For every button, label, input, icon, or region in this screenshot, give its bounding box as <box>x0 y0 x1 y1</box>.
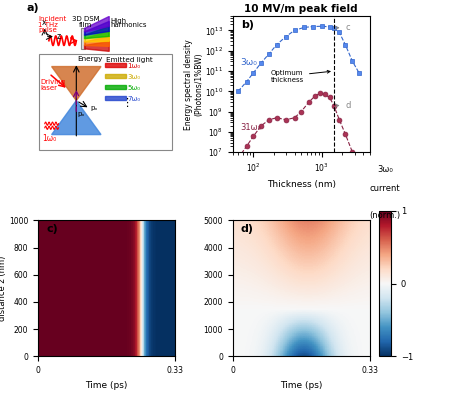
Title: 10 MV/m peak field: 10 MV/m peak field <box>245 4 358 14</box>
Bar <box>105 64 126 67</box>
Text: harmonics: harmonics <box>110 22 147 28</box>
Polygon shape <box>52 100 101 134</box>
Text: 3D DSM: 3D DSM <box>72 16 100 22</box>
Polygon shape <box>84 26 109 38</box>
Text: pₓ: pₓ <box>78 111 85 117</box>
Text: 3ω₀: 3ω₀ <box>240 58 257 67</box>
Text: ⋮: ⋮ <box>121 98 133 108</box>
Bar <box>81 28 84 49</box>
Bar <box>39 54 172 149</box>
Bar <box>105 96 126 100</box>
Text: c: c <box>335 23 350 32</box>
Text: 7ω₀: 7ω₀ <box>127 96 140 102</box>
Polygon shape <box>52 66 101 100</box>
Text: Optimum
thickness: Optimum thickness <box>271 70 330 83</box>
Text: current: current <box>370 184 401 193</box>
Text: Incident: Incident <box>38 16 66 22</box>
Text: 3ω₀: 3ω₀ <box>127 74 140 80</box>
Text: Energy: Energy <box>78 56 103 62</box>
X-axis label: Time (ps): Time (ps) <box>280 381 322 390</box>
Polygon shape <box>84 32 109 42</box>
Text: Driving: Driving <box>40 79 65 85</box>
Text: c): c) <box>46 224 58 234</box>
Text: d: d <box>335 101 351 110</box>
Bar <box>105 74 126 78</box>
Text: Emitted light: Emitted light <box>107 57 153 63</box>
Text: laser: laser <box>40 85 57 91</box>
Y-axis label: Energy spectral density
(Photons/1%BW): Energy spectral density (Photons/1%BW) <box>184 39 203 130</box>
Text: b): b) <box>241 20 254 30</box>
Text: 3ω₀: 3ω₀ <box>377 165 393 174</box>
Text: 31ω₀: 31ω₀ <box>240 124 262 132</box>
Text: a): a) <box>27 4 39 13</box>
Text: (norm.): (norm.) <box>370 211 401 220</box>
Text: 1ω₀: 1ω₀ <box>42 134 56 143</box>
X-axis label: Thickness (nm): Thickness (nm) <box>267 180 336 189</box>
Y-axis label: Propagation
distance z (nm): Propagation distance z (nm) <box>0 256 8 321</box>
Text: film: film <box>79 21 92 28</box>
Polygon shape <box>84 21 109 35</box>
Text: 5ω₀: 5ω₀ <box>127 85 140 91</box>
Text: d): d) <box>241 224 254 234</box>
Text: pulse: pulse <box>38 27 57 33</box>
Polygon shape <box>84 17 109 32</box>
Polygon shape <box>84 41 109 51</box>
Text: 1ω₀: 1ω₀ <box>127 63 140 69</box>
X-axis label: Time (ps): Time (ps) <box>85 381 128 390</box>
Text: High: High <box>110 17 127 23</box>
Text: 1 THz: 1 THz <box>38 21 58 28</box>
Text: x: x <box>42 18 46 27</box>
Text: z: z <box>56 32 61 40</box>
Text: pₓ: pₓ <box>91 105 98 111</box>
Polygon shape <box>84 36 109 46</box>
Bar <box>105 85 126 89</box>
